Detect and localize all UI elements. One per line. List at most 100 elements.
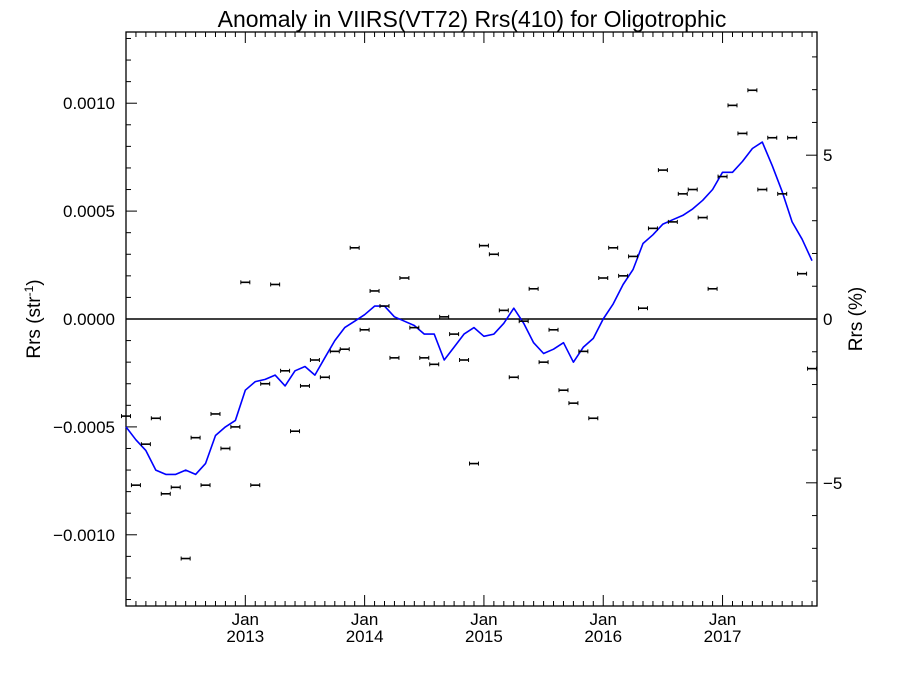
y2-axis-title: Rrs (%) xyxy=(846,287,867,351)
anomaly-point xyxy=(638,306,649,311)
anomaly-point xyxy=(677,191,688,196)
anomaly-point xyxy=(528,286,539,291)
anomaly-point xyxy=(777,191,788,196)
anomaly-point xyxy=(727,103,738,108)
y-tick-label: 0.0000 xyxy=(63,310,115,329)
anomaly-point xyxy=(478,243,489,248)
anomaly-point xyxy=(468,461,479,466)
anomaly-point xyxy=(210,411,221,416)
y-tick-label: −0.0010 xyxy=(53,526,115,545)
anomaly-point xyxy=(399,276,410,280)
x-tick-label-month: Jan xyxy=(351,610,378,629)
y-axis-title-main: Rrs (str xyxy=(24,296,45,359)
anomaly-point xyxy=(747,88,758,93)
anomaly-point xyxy=(787,135,798,140)
anomaly-point xyxy=(130,483,141,488)
anomaly-point xyxy=(389,355,400,360)
running-mean-series xyxy=(125,141,813,476)
x-tick-label-year: 2016 xyxy=(584,627,622,646)
anomaly-point xyxy=(647,226,658,231)
x-axis-ticks xyxy=(135,32,813,606)
anomaly-point xyxy=(160,491,171,496)
x-tick-label-month: Jan xyxy=(590,610,617,629)
anomaly-point xyxy=(140,442,151,447)
anomaly-point xyxy=(309,358,320,362)
anomaly-point xyxy=(180,556,191,561)
y-tick-label: 0.0010 xyxy=(63,94,115,113)
anomaly-point xyxy=(379,304,390,309)
anomaly-point xyxy=(608,245,619,250)
anomaly-point xyxy=(270,282,281,287)
anomaly-point xyxy=(737,131,748,136)
anomaly-point xyxy=(170,485,181,490)
anomaly-point xyxy=(598,276,609,280)
y-axis-title-superscript: -1 xyxy=(22,285,36,296)
anomaly-point xyxy=(419,355,430,360)
anomaly-point xyxy=(230,424,241,429)
chart-title: Anomaly in VIIRS(VT72) Rrs(410) for Olig… xyxy=(218,6,727,32)
anomaly-point xyxy=(687,187,698,192)
anomaly-point xyxy=(299,383,310,388)
anomaly-point xyxy=(538,360,549,365)
anomaly-point xyxy=(628,254,639,259)
anomaly-point xyxy=(121,414,131,419)
anomaly-point xyxy=(757,187,768,192)
x-tick-label-month: Jan xyxy=(470,610,497,629)
running-mean-line xyxy=(125,141,813,476)
y-tick-label: 0.0005 xyxy=(63,202,115,221)
monthly-anomaly-series xyxy=(121,88,818,561)
anomaly-point xyxy=(498,308,509,313)
y2-tick-label: 5 xyxy=(823,146,832,165)
anomaly-point xyxy=(449,332,460,337)
anomaly-point xyxy=(250,483,261,488)
anomaly-point xyxy=(578,349,589,354)
anomaly-point xyxy=(260,381,271,386)
anomaly-point xyxy=(339,347,350,352)
y-axis-title: Rrs (str-1) xyxy=(22,279,45,358)
y-axis-ticks xyxy=(126,37,137,601)
anomaly-point xyxy=(588,416,599,421)
anomaly-point xyxy=(369,288,380,293)
y-axis-title-close: ) xyxy=(24,279,45,285)
anomaly-point xyxy=(618,273,629,278)
y2-axis-ticks xyxy=(806,56,817,582)
anomaly-point xyxy=(150,416,161,421)
anomaly-point xyxy=(717,174,728,179)
y-axis-tick-labels: 0.0010 0.0005 0.0000 −0.0005 −0.0010 xyxy=(53,94,115,545)
y2-tick-label: −5 xyxy=(823,474,842,493)
y-tick-label: −0.0005 xyxy=(53,418,115,437)
anomaly-point xyxy=(319,375,330,380)
anomaly-point xyxy=(667,219,678,224)
anomaly-point xyxy=(558,388,569,393)
anomaly-point xyxy=(518,319,529,324)
anomaly-point xyxy=(508,375,519,380)
x-tick-label-year: 2013 xyxy=(226,627,264,646)
anomaly-point xyxy=(488,252,499,257)
anomaly-point xyxy=(190,435,201,440)
anomaly-point xyxy=(349,245,360,250)
anomaly-point xyxy=(290,429,301,434)
plot-axes xyxy=(125,31,818,607)
anomaly-point xyxy=(280,368,291,373)
anomaly-point xyxy=(200,483,211,488)
x-tick-label-month: Jan xyxy=(709,610,736,629)
anomaly-point xyxy=(697,215,708,220)
anomaly-point xyxy=(807,366,818,371)
anomaly-point xyxy=(220,446,231,451)
anomaly-point xyxy=(439,314,450,319)
y2-axis-tick-labels: 5 0 −5 xyxy=(823,146,842,493)
y2-tick-label: 0 xyxy=(823,310,832,329)
anomaly-point xyxy=(797,271,808,276)
anomaly-point xyxy=(429,362,440,367)
anomaly-point xyxy=(548,327,559,332)
anomaly-point xyxy=(767,135,778,140)
anomaly-point xyxy=(409,325,420,330)
anomaly-point xyxy=(568,401,579,406)
anomaly-point xyxy=(707,286,718,291)
anomaly-point xyxy=(329,349,340,354)
anomaly-point xyxy=(459,358,470,362)
anomaly-point xyxy=(240,280,251,285)
anomaly-point xyxy=(359,327,370,332)
